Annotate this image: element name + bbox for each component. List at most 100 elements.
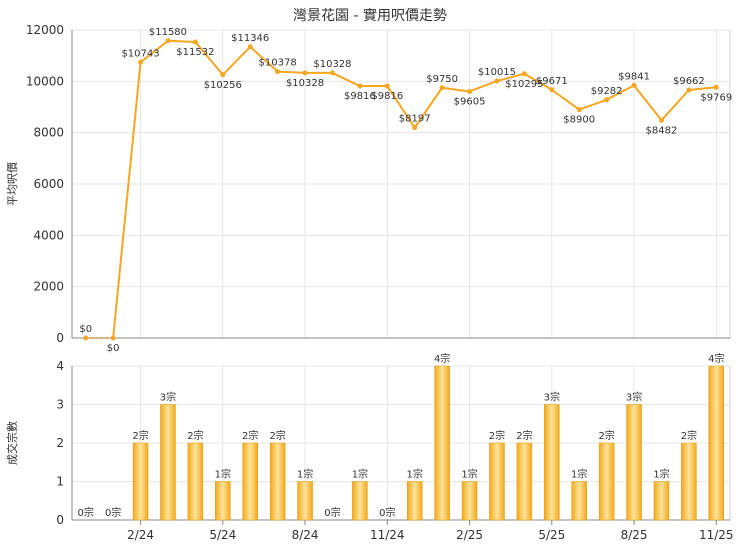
- y-tick-label: 4000: [33, 228, 64, 242]
- data-label: $10378: [259, 58, 297, 69]
- bar-label: 2宗: [516, 429, 532, 442]
- bar: [406, 481, 423, 521]
- bar: [516, 442, 533, 521]
- series-line-segment: [469, 80, 498, 93]
- data-point: [138, 59, 144, 65]
- bar-label: 2宗: [681, 429, 697, 442]
- data-point: [604, 97, 610, 103]
- data-point: [192, 39, 198, 45]
- data-point: [165, 38, 171, 44]
- bar-label: 2宗: [598, 429, 614, 442]
- y-tick-label: 4: [56, 359, 64, 373]
- data-label: $10328: [313, 59, 351, 70]
- series-line-segment: [112, 62, 142, 339]
- data-label: $9841: [618, 71, 650, 82]
- data-point: [220, 72, 226, 78]
- data-label: $8900: [563, 115, 595, 126]
- chart-title: 灣景花園 - 實用呎價走勢: [293, 7, 447, 24]
- x-tick-label: 8/25: [621, 528, 648, 542]
- data-point: [713, 84, 719, 90]
- x-tick-label: 2/24: [127, 528, 154, 542]
- series-line-segment: [660, 89, 690, 121]
- series-line-segment: [496, 72, 525, 82]
- series-line-segment: [139, 39, 169, 64]
- y-tick-label: 0: [56, 513, 64, 527]
- bar-label: 4宗: [708, 352, 724, 365]
- series-line-segment: [441, 86, 470, 93]
- y-tick-label: 0: [56, 331, 64, 345]
- bar-panel: 0 1 2 3 4 成交宗數 0宗 0宗 2宗 3宗 2宗 1宗 2宗 2宗 1宗 0宗 1宗 0宗 1宗 4宗 1宗 2…: [5, 352, 734, 542]
- data-label: $10743: [121, 48, 159, 59]
- bar: [571, 481, 587, 521]
- bar: [132, 442, 149, 521]
- data-label: $10256: [204, 80, 242, 91]
- y-tick-label: 2000: [33, 280, 64, 294]
- x-tick-label: 11/24: [370, 528, 405, 542]
- x-tick-label: 5/25: [538, 528, 565, 542]
- data-label: $8197: [399, 114, 431, 125]
- x-tick-label: 11/25: [699, 528, 734, 542]
- bar: [187, 442, 204, 521]
- data-label: $11346: [231, 33, 269, 44]
- data-point: [521, 71, 527, 77]
- series-line-segment: [194, 41, 224, 76]
- y-tick-label: 1: [56, 475, 64, 489]
- bar-label: 2宗: [242, 429, 258, 442]
- bar: [434, 365, 450, 521]
- data-point: [549, 87, 555, 93]
- x-tick-label: 8/24: [292, 528, 319, 542]
- y-axis-title-count: 成交宗數: [5, 421, 19, 465]
- bar: [544, 404, 560, 521]
- data-point: [576, 107, 582, 113]
- data-label: $9605: [454, 96, 486, 107]
- data-point: [467, 88, 473, 94]
- line-panel: 0 2000 4000 6000 8000 10000 12000 平均呎價 $0 $0 $1074…: [5, 23, 732, 354]
- bar: [242, 442, 258, 521]
- data-point: [247, 44, 253, 50]
- bar: [653, 481, 670, 521]
- bar-label: 1宗: [352, 468, 368, 481]
- series-line-segment: [523, 72, 553, 91]
- bar: [708, 365, 725, 521]
- data-point: [329, 70, 335, 76]
- y-tick-label: 6000: [33, 177, 64, 191]
- data-point: [302, 70, 308, 76]
- bar: [626, 404, 642, 521]
- bar: [215, 481, 231, 521]
- data-point: [83, 335, 89, 341]
- x-tick-label: 5/24: [209, 528, 236, 542]
- data-point: [110, 335, 116, 341]
- bar-label: 1宗: [653, 468, 669, 481]
- bar: [269, 442, 286, 521]
- x-tick-label: 2/25: [456, 528, 483, 542]
- bar-label: 3宗: [544, 391, 560, 404]
- bar: [461, 481, 478, 521]
- data-label: $9750: [426, 74, 458, 85]
- data-label: $9662: [673, 76, 705, 87]
- bar-label: 1宗: [571, 468, 587, 481]
- data-point: [439, 85, 445, 91]
- data-point: [631, 82, 637, 88]
- y-tick-label: 3: [56, 398, 64, 412]
- bar: [297, 481, 313, 521]
- data-point: [658, 117, 664, 123]
- data-label: $8482: [646, 125, 678, 136]
- series-line-segment: [633, 84, 663, 121]
- data-label: $9769: [700, 92, 732, 103]
- data-label: $9671: [536, 76, 568, 87]
- y-tick-label: 10000: [26, 74, 64, 88]
- bar-label: 2宗: [269, 429, 285, 442]
- series-line-segment: [332, 72, 361, 87]
- y-axis-title-price: 平均呎價: [5, 162, 19, 206]
- series-line-segment: [688, 86, 717, 92]
- bar-label: 4宗: [434, 352, 450, 365]
- series-line-segment: [167, 39, 196, 44]
- bar-label: 0宗: [105, 506, 121, 519]
- data-label: $10295: [505, 79, 543, 90]
- bar: [489, 442, 505, 521]
- bar: [352, 481, 368, 521]
- data-label: $10328: [286, 78, 324, 89]
- data-label: $9816: [344, 91, 376, 102]
